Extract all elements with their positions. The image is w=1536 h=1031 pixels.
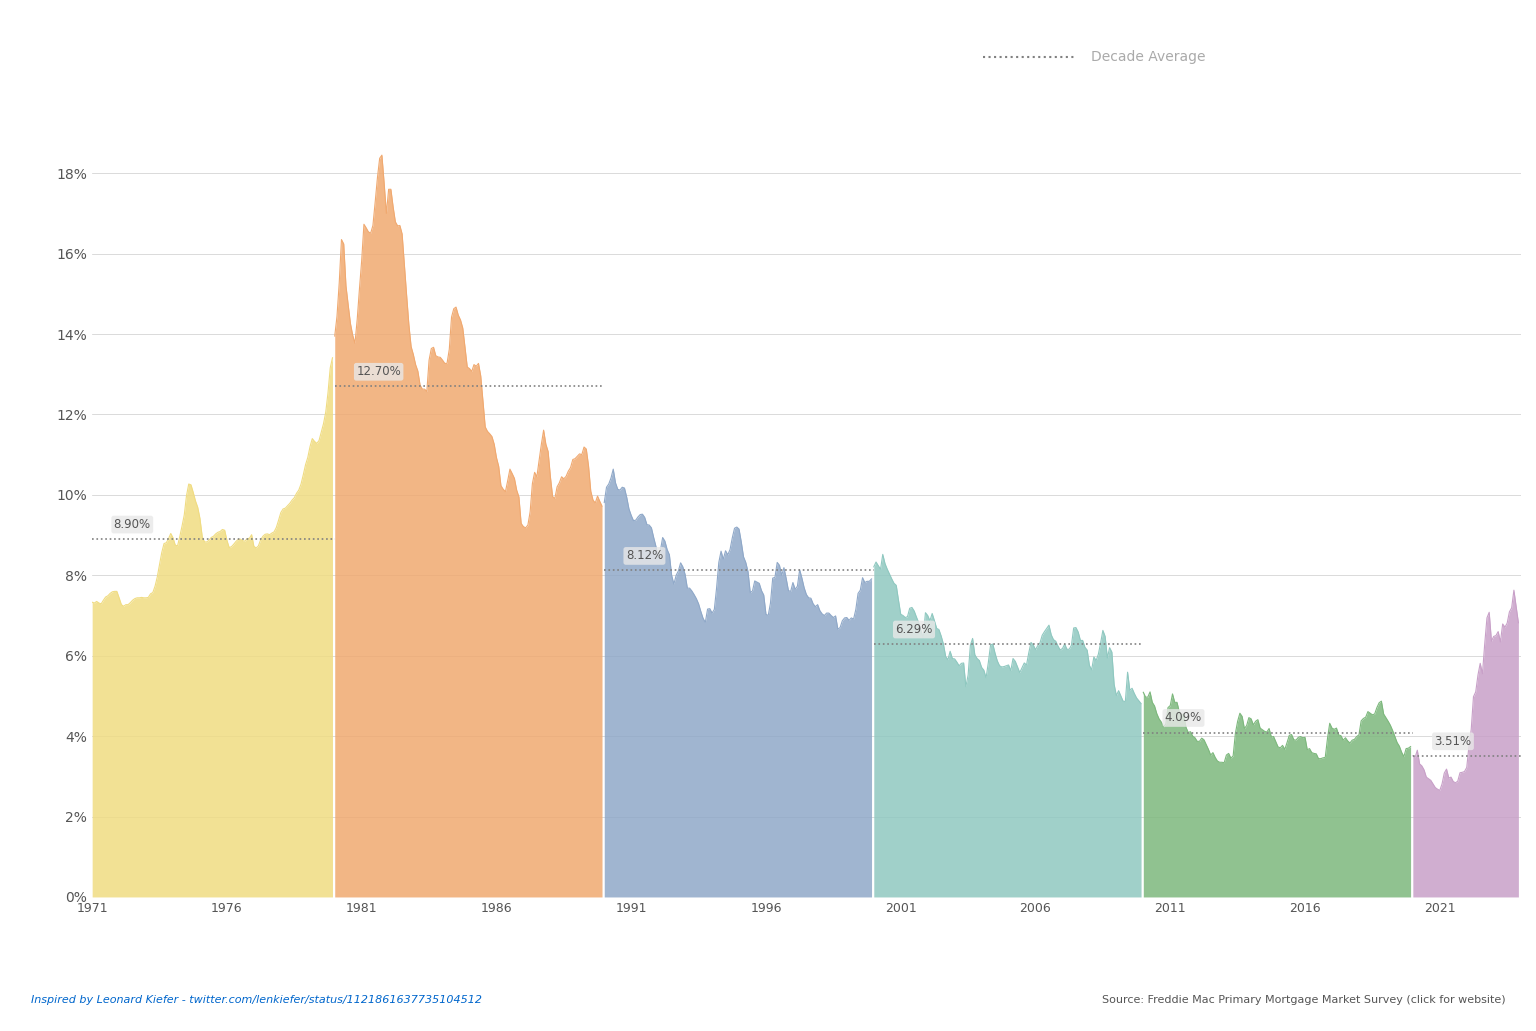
Text: 6.29%: 6.29%: [895, 623, 932, 636]
Text: Inspired by Leonard Kiefer - twitter.com/lenkiefer/status/1121861637735104512: Inspired by Leonard Kiefer - twitter.com…: [31, 995, 482, 1005]
Text: 3.51%: 3.51%: [1435, 735, 1471, 747]
Text: 8.90%: 8.90%: [114, 518, 151, 531]
Text: 8.12%: 8.12%: [625, 550, 664, 563]
Text: 30 YEAR FIXED MORTGAGE RATES: 30 YEAR FIXED MORTGAGE RATES: [31, 38, 770, 75]
Text: 4.09%: 4.09%: [1164, 711, 1203, 725]
Text: Source: Freddie Mac Primary Mortgage Market Survey (click for website): Source: Freddie Mac Primary Mortgage Mar…: [1101, 995, 1505, 1005]
Text: BY DECADE: BY DECADE: [1392, 75, 1458, 85]
Text: 12.70%: 12.70%: [356, 365, 401, 378]
Text: Decade Average: Decade Average: [1091, 49, 1206, 64]
Text: SHOW BREAKDOWN: SHOW BREAKDOWN: [1366, 54, 1484, 63]
